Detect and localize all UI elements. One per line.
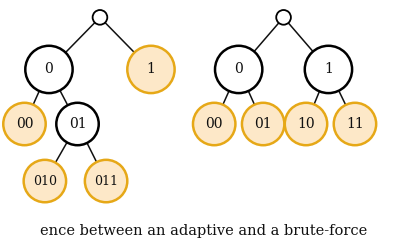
Ellipse shape [3,103,46,145]
Ellipse shape [85,160,127,202]
Text: 1: 1 [146,62,155,76]
Ellipse shape [56,103,99,145]
Ellipse shape [127,46,175,93]
Ellipse shape [276,10,291,25]
Ellipse shape [215,46,262,93]
Text: 0: 0 [44,62,53,76]
Text: 01: 01 [254,117,272,131]
Ellipse shape [334,103,376,145]
Ellipse shape [242,103,284,145]
Text: 00: 00 [16,117,33,131]
Text: 00: 00 [206,117,223,131]
Ellipse shape [25,46,73,93]
Ellipse shape [24,160,66,202]
Text: 0: 0 [234,62,243,76]
Text: ence between an adaptive and a brute-force: ence between an adaptive and a brute-for… [40,224,368,238]
Text: 11: 11 [346,117,364,131]
Text: 011: 011 [94,175,118,187]
Ellipse shape [93,10,107,25]
Text: 01: 01 [69,117,86,131]
Ellipse shape [285,103,327,145]
Ellipse shape [193,103,235,145]
Text: 10: 10 [297,117,315,131]
Text: 010: 010 [33,175,57,187]
Ellipse shape [305,46,352,93]
Text: 1: 1 [324,62,333,76]
